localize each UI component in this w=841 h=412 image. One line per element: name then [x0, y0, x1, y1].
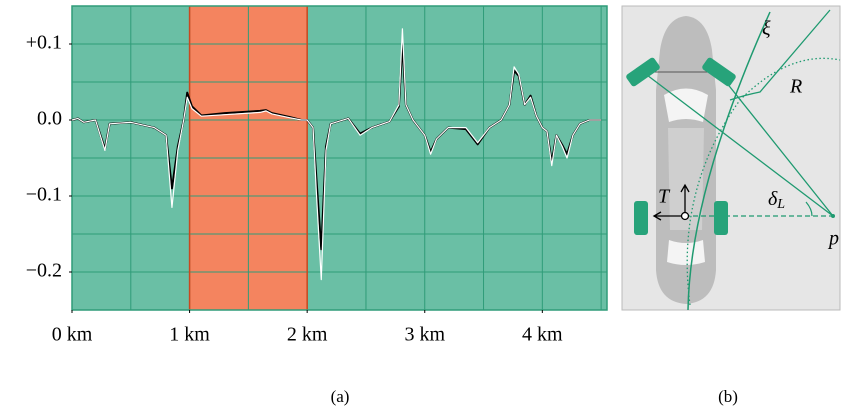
label-xi: ξ — [762, 18, 771, 40]
plot-frame — [71, 5, 608, 311]
x-tick-label: 0 km — [52, 324, 93, 346]
x-tick-label: 2 km — [287, 324, 328, 346]
label-torque: T — [658, 186, 671, 208]
label-point: p — [827, 228, 839, 250]
label-delta: δL — [768, 188, 785, 213]
angle-arc — [805, 201, 813, 217]
path-xi — [687, 11, 771, 311]
x-tick-label: 4 km — [522, 324, 563, 346]
y-tick-label: −0.2 — [26, 260, 62, 282]
y-tick-label: −0.1 — [26, 184, 62, 206]
y-tick-label: 0.0 — [37, 108, 62, 130]
label-radius: R — [789, 76, 802, 98]
pivot-point — [831, 214, 835, 218]
steer-lines — [642, 71, 834, 217]
delta-subscript: L — [776, 197, 785, 212]
radius-arc — [686, 57, 841, 306]
vehicle-diagram: ξ R δL T p — [621, 5, 841, 311]
signal-line — [71, 28, 602, 281]
wheel — [626, 57, 660, 87]
caption-a: (a) — [331, 387, 350, 406]
caption-b: (b) — [718, 387, 738, 406]
line-chart: +0.1 0.0 −0.1 −0.2 0 km 1 km 2 km 3 km 4 km — [26, 5, 608, 346]
torque-point — [680, 211, 690, 221]
delta-symbol: δ — [768, 188, 778, 210]
y-tick-label: +0.1 — [26, 32, 62, 54]
wheel — [702, 57, 736, 87]
x-tick-label: 3 km — [404, 324, 445, 346]
wheel — [634, 201, 648, 235]
roof — [668, 128, 704, 230]
wheel — [714, 201, 728, 235]
diagram-background — [621, 5, 841, 311]
rear-window — [667, 240, 705, 265]
x-tick-label: 1 km — [169, 324, 210, 346]
front-ray — [729, 9, 831, 101]
force-arrows — [652, 183, 690, 221]
